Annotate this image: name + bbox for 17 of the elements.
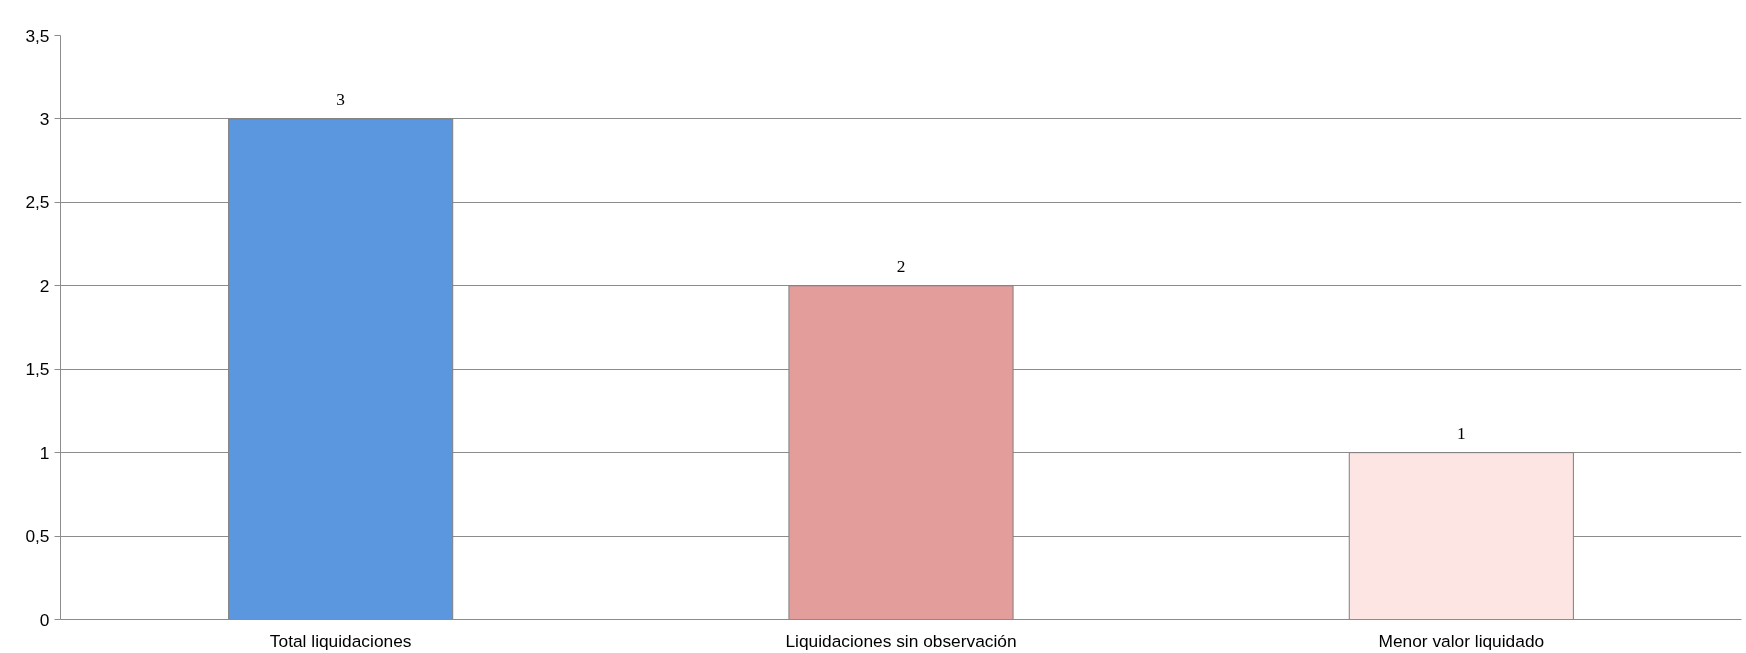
x-tick-label: Liquidaciones sin observación	[785, 630, 1017, 651]
y-tick-label: 2,5	[25, 192, 50, 213]
bar	[788, 285, 1014, 620]
y-tick-label: 3,5	[25, 25, 50, 46]
data-label: 1	[1457, 423, 1466, 443]
data-label: 3	[336, 89, 346, 109]
y-tick-label: 2	[39, 275, 50, 296]
y-tick-label: 0,5	[25, 526, 50, 547]
x-tick-label: Total liquidaciones	[269, 630, 412, 651]
y-tick-label: 0	[39, 609, 50, 630]
y-tick-label: 1	[39, 442, 50, 463]
bar	[228, 118, 454, 620]
data-label: 2	[896, 256, 906, 276]
bar	[1348, 452, 1574, 620]
y-tick-label: 1,5	[25, 359, 50, 380]
x-tick-label: Menor valor liquidado	[1378, 630, 1545, 651]
y-tick-label: 3	[39, 108, 50, 129]
